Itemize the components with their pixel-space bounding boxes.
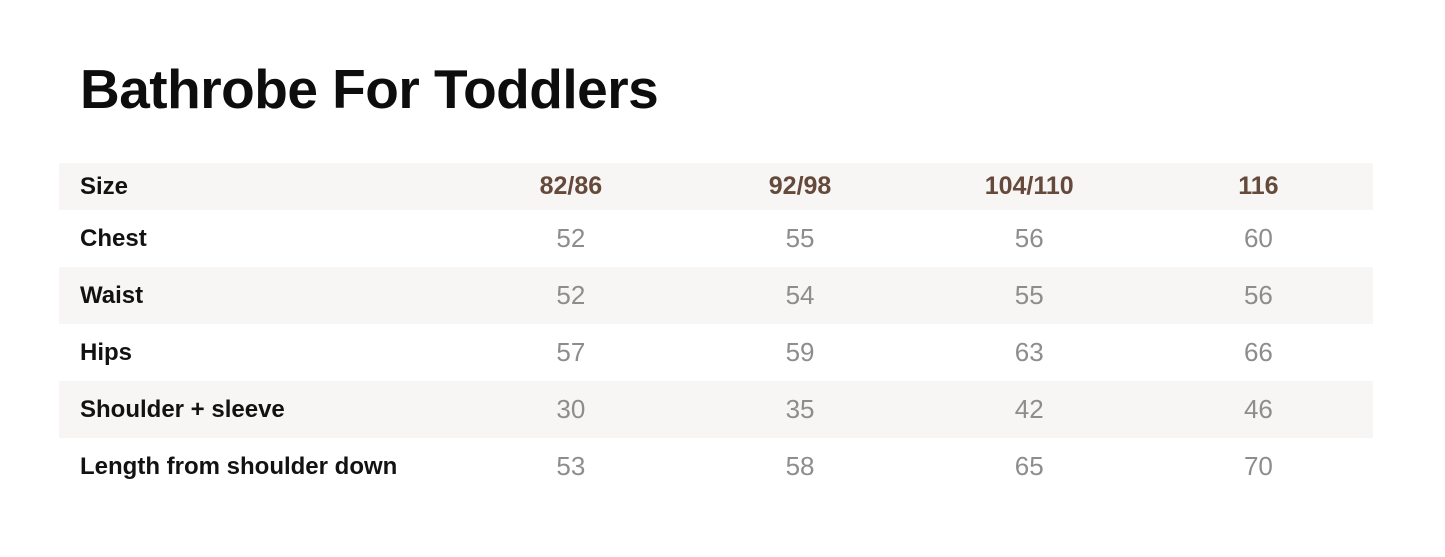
- table-header-row: Size 82/86 92/98 104/110 116: [59, 163, 1373, 210]
- cell-value: 52: [556, 223, 586, 253]
- cell-value: 60: [1243, 223, 1273, 253]
- cell-value: 55: [1014, 280, 1044, 310]
- table-row-shoulder-sleeve: Shoulder + sleeve 30 35 42 46: [59, 381, 1373, 438]
- cell-value: 56: [1243, 280, 1273, 310]
- size-chart-table: Size 82/86 92/98 104/110 116 Chest 52 55…: [59, 163, 1373, 495]
- row-label: Length from shoulder down: [80, 452, 398, 480]
- row-label: Shoulder + sleeve: [80, 395, 285, 423]
- row-label: Chest: [80, 224, 147, 252]
- cell-value: 52: [556, 280, 586, 310]
- size-guide-page: Bathrobe For Toddlers Size 82/86 92/98 1…: [0, 56, 1445, 557]
- column-header-104-110: 104/110: [984, 172, 1074, 200]
- cell-value: 70: [1243, 451, 1273, 481]
- page-title: Bathrobe For Toddlers: [80, 58, 659, 120]
- column-header-82-86: 82/86: [539, 172, 603, 200]
- row-label: Waist: [80, 281, 144, 309]
- cell-value: 30: [556, 394, 586, 424]
- cell-value: 65: [1014, 451, 1044, 481]
- cell-value: 54: [785, 280, 815, 310]
- cell-value: 63: [1014, 337, 1044, 367]
- cell-value: 57: [556, 337, 586, 367]
- cell-value: 59: [785, 337, 815, 367]
- cell-value: 35: [785, 394, 815, 424]
- row-label: Hips: [80, 338, 133, 366]
- cell-value: 56: [1014, 223, 1044, 253]
- cell-value: 55: [785, 223, 815, 253]
- cell-value: 46: [1243, 394, 1273, 424]
- size-corner-label: Size: [80, 172, 129, 200]
- cell-value: 66: [1243, 337, 1273, 367]
- table-row-chest: Chest 52 55 56 60: [59, 210, 1373, 267]
- cell-value: 53: [556, 451, 586, 481]
- column-header-92-98: 92/98: [768, 172, 832, 200]
- table-row-hips: Hips 57 59 63 66: [59, 324, 1373, 381]
- table-row-length-from-shoulder: Length from shoulder down 53 58 65 70: [59, 438, 1373, 495]
- column-header-116: 116: [1238, 172, 1279, 200]
- cell-value: 58: [785, 451, 815, 481]
- table-row-waist: Waist 52 54 55 56: [59, 267, 1373, 324]
- cell-value: 42: [1014, 394, 1044, 424]
